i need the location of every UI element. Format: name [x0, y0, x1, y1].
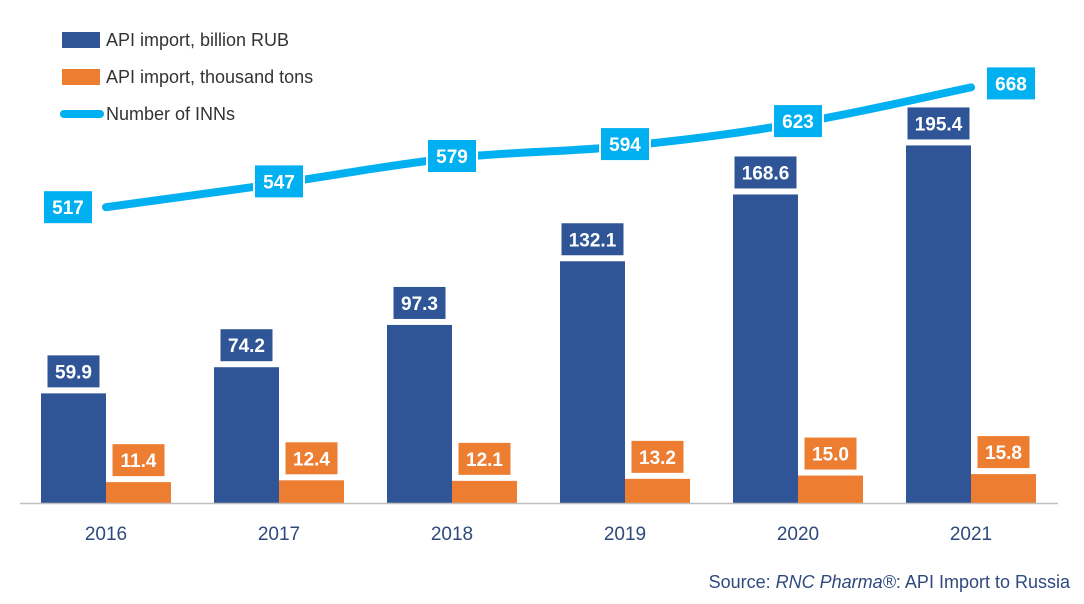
label-tons-2021-box: [975, 434, 1032, 471]
x-tick-label-2016: 2016: [85, 524, 127, 545]
label-inns-2018: 579: [436, 147, 468, 168]
source-prefix: Source:: [708, 572, 776, 592]
inns-line-layer: [102, 83, 975, 212]
label-tons-2016-box: [110, 442, 167, 479]
bar-tons-2018: [452, 480, 517, 503]
legend-label-rub: API import, billion RUB: [106, 30, 289, 50]
bar-tons-2017: [279, 480, 344, 503]
bar-tons-2019: [625, 478, 690, 503]
label-rub-2020-box: [732, 154, 799, 191]
label-rub-2017: 74.2: [228, 336, 265, 357]
label-rub-2019: 132.1: [569, 230, 617, 251]
label-rub-2021-box: [905, 105, 972, 142]
label-tons-2020: 15.0: [812, 445, 849, 466]
x-tick-label-2017: 2017: [258, 524, 300, 545]
label-tons-2017: 12.4: [293, 449, 330, 470]
label-inns-2016: 517: [52, 198, 84, 219]
label-inns-2017: 547: [263, 172, 295, 193]
label-inns-2021-box: [985, 65, 1037, 102]
label-rub-2018-box: [391, 284, 448, 321]
label-rub-2020: 168.6: [742, 163, 790, 184]
label-inns-2016-box: [42, 189, 94, 226]
label-tons-2021: 15.8: [985, 443, 1022, 464]
label-tons-2017-box: [283, 440, 340, 477]
label-inns-2019: 594: [609, 135, 641, 156]
legend-label-inns: Number of INNs: [106, 104, 235, 124]
legend: API import, billion RUB API import, thous…: [60, 30, 313, 124]
label-rub-2017-box: [218, 327, 275, 364]
label-rub-2019-box: [559, 221, 626, 258]
label-rub-2016-box: [45, 353, 102, 390]
label-inns-2020: 623: [782, 112, 814, 133]
bar-rub-2020: [733, 194, 798, 503]
label-inns-2020-box: [772, 103, 824, 140]
label-tons-2016: 11.4: [121, 451, 157, 472]
bar-tons-2016: [106, 482, 171, 503]
label-tons-2018: 12.1: [466, 450, 503, 471]
label-inns-2021: 668: [995, 74, 1027, 95]
bar-rub-2016: [41, 393, 106, 503]
legend-label-tons: API import, thousand tons: [106, 67, 313, 87]
bar-rub-2018: [387, 324, 452, 503]
x-tick-label-2021: 2021: [950, 524, 992, 545]
legend-swatch-tons: [62, 69, 100, 85]
bar-rub-2021: [906, 145, 971, 503]
label-rub-2021: 195.4: [915, 114, 963, 135]
label-tons-2019-box: [629, 438, 686, 475]
label-tons-2019: 13.2: [639, 448, 676, 469]
source-brand: RNC Pharma®: [775, 572, 896, 592]
x-tick-label-2020: 2020: [777, 524, 819, 545]
bars-layer: [41, 145, 1036, 503]
data-labels-layer: 59.9 11.4 74.2 12.4 97.3 12.1 132.1 13.2 168.6 15…: [42, 65, 1037, 479]
label-tons-2020-box: [802, 435, 859, 472]
label-inns-2019-box: [599, 126, 651, 163]
x-tick-label-2018: 2018: [431, 524, 473, 545]
label-inns-2017-box: [253, 163, 305, 200]
source-suffix: : API Import to Russia: [895, 572, 1070, 592]
label-rub-2018: 97.3: [401, 294, 438, 315]
label-tons-2018-box: [456, 440, 513, 477]
label-inns-2018-box: [426, 137, 478, 174]
x-tick-label-2019: 2019: [604, 524, 646, 545]
bar-tons-2021: [971, 474, 1036, 503]
legend-swatch-rub: [62, 32, 100, 48]
bar-rub-2017: [214, 367, 279, 503]
x-axis: 2016 2017 2018 2019 2020 2021: [20, 502, 1058, 545]
bar-tons-2020: [798, 475, 863, 503]
bar-rub-2019: [560, 261, 625, 503]
source-note: Source: RNC Pharma®: API Import to Russi…: [709, 572, 1070, 593]
inns-line: [102, 83, 975, 212]
label-rub-2016: 59.9: [55, 362, 92, 383]
